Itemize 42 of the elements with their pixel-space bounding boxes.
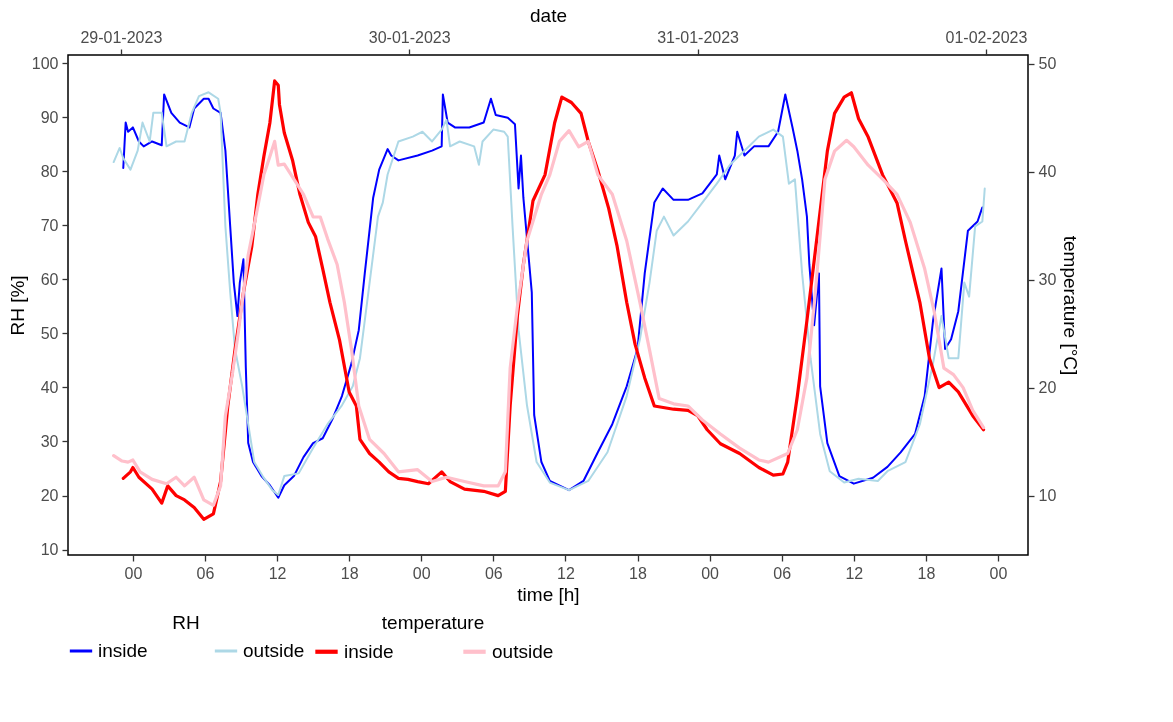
x-tick-label: 18 (340, 564, 359, 582)
y-tick-label: 80 (40, 162, 59, 180)
y2-tick-label: 40 (1038, 163, 1057, 181)
y-tick-label: 50 (40, 324, 59, 342)
legend-label: outside (243, 640, 305, 661)
x2-tick-label: 01-02-2023 (945, 28, 1028, 46)
x-tick-label: 18 (917, 564, 936, 582)
x-tick-label: 18 (629, 564, 648, 582)
x-tick-label: 12 (268, 564, 287, 582)
text: temperature (381, 612, 485, 633)
x2-axis-title: date (530, 4, 567, 26)
y2-tick-label: 50 (1038, 55, 1057, 73)
y2-tick-label: 30 (1038, 271, 1057, 289)
y-tick-label: 40 (40, 378, 59, 396)
x-tick-label: 00 (124, 564, 143, 582)
y-tick-label: 60 (40, 270, 59, 288)
y-tick-label: 90 (40, 108, 59, 126)
x2-tick-label: 29-01-2023 (80, 28, 163, 46)
y-tick-label: 10 (40, 541, 59, 559)
y-tick-label: 100 (31, 54, 59, 72)
x-tick-label: 06 (196, 564, 215, 582)
x-tick-label: 12 (845, 564, 864, 582)
y-axis-title: RH [%] (6, 275, 28, 336)
x-tick-label: 00 (412, 564, 431, 582)
y2-tick-label: 10 (1038, 487, 1057, 505)
x-tick-label: 00 (989, 564, 1008, 582)
legend-label: outside (492, 640, 554, 662)
x-tick-label: 06 (773, 564, 792, 582)
x-tick-label: 12 (557, 564, 575, 582)
y-tick-label: 30 (40, 432, 59, 450)
y2-tick-label: 20 (1038, 379, 1057, 397)
x2-tick-label: 31-01-2023 (657, 28, 740, 46)
legend-label: inside (344, 640, 394, 662)
y2-axis-title: temperature [°C] (1060, 235, 1082, 376)
x-tick-label: 06 (484, 564, 503, 582)
legend-label: inside (98, 640, 148, 661)
y-tick-label: 20 (40, 487, 59, 505)
x-axis-title: time [h] (517, 583, 580, 605)
y-tick-label: 70 (40, 216, 59, 234)
text: RH (172, 612, 200, 633)
x-tick-label: 00 (701, 564, 720, 582)
x2-tick-label: 30-01-2023 (368, 28, 451, 46)
